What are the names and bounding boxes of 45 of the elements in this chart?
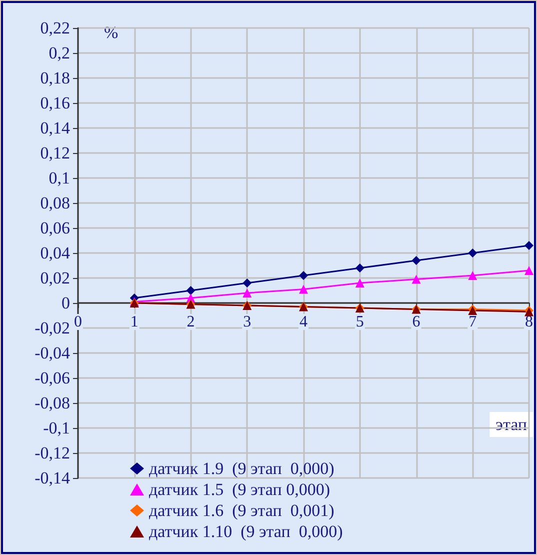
x-tick-label: 3	[243, 314, 252, 330]
point	[299, 271, 308, 280]
y-tick-label: 0,04	[40, 244, 70, 262]
point	[242, 278, 252, 288]
y-tick-label: 0,12	[40, 144, 70, 162]
point	[468, 248, 478, 258]
x-tick-label: 5	[356, 314, 364, 330]
x-tick-label: 0	[74, 314, 82, 330]
legend-label: датчик 1.9 (9 этап 0,000)	[149, 459, 334, 478]
point	[355, 264, 364, 272]
y-tick-label: 0,18	[40, 68, 70, 88]
x-tick-label: 8	[525, 314, 533, 330]
point	[412, 274, 421, 284]
point	[468, 271, 478, 280]
point	[186, 286, 196, 295]
y-tick-label: 0,06	[40, 218, 70, 238]
y-tick-label: -0,1	[43, 418, 70, 438]
y-tick-label: -0,06	[34, 368, 70, 388]
x-tick-label: 7	[468, 314, 477, 330]
y-tick-label: 0,02	[40, 268, 70, 288]
y-tick-label: 0,1	[48, 168, 70, 188]
y-tick-label: -0,08	[34, 394, 70, 412]
y-tick-label: 0,08	[40, 194, 70, 212]
y-tick-label: -0,04	[34, 344, 70, 362]
point	[524, 266, 534, 275]
point	[242, 288, 252, 298]
y-tick-label: 0,14	[40, 118, 70, 138]
y-tick-label: 0,16	[40, 94, 70, 112]
y-tick-label: -0,14	[34, 468, 70, 488]
point	[412, 256, 421, 265]
x-tick-label: 1	[130, 314, 138, 330]
y-tick-label: 0	[62, 294, 70, 312]
y-tick-label: -0,12	[34, 444, 70, 462]
x-tick-label: 2	[186, 314, 195, 330]
legend-label: датчик 1.10 (9 этап 0,000)	[149, 522, 343, 541]
point	[524, 241, 534, 250]
y-tick-label: -0,02	[34, 318, 70, 338]
legend-label: датчик 1.5 (9 этап 0,000)	[149, 480, 330, 499]
legend-label: датчик 1.6 (9 этап 0,001)	[149, 501, 334, 520]
x-tick-label: 6	[412, 314, 420, 330]
y-tick-label: 0,22	[40, 18, 70, 38]
y-tick-label: 0,2	[48, 44, 70, 62]
point	[355, 278, 364, 288]
point	[299, 284, 308, 294]
x-tick-label: 4	[300, 314, 308, 330]
